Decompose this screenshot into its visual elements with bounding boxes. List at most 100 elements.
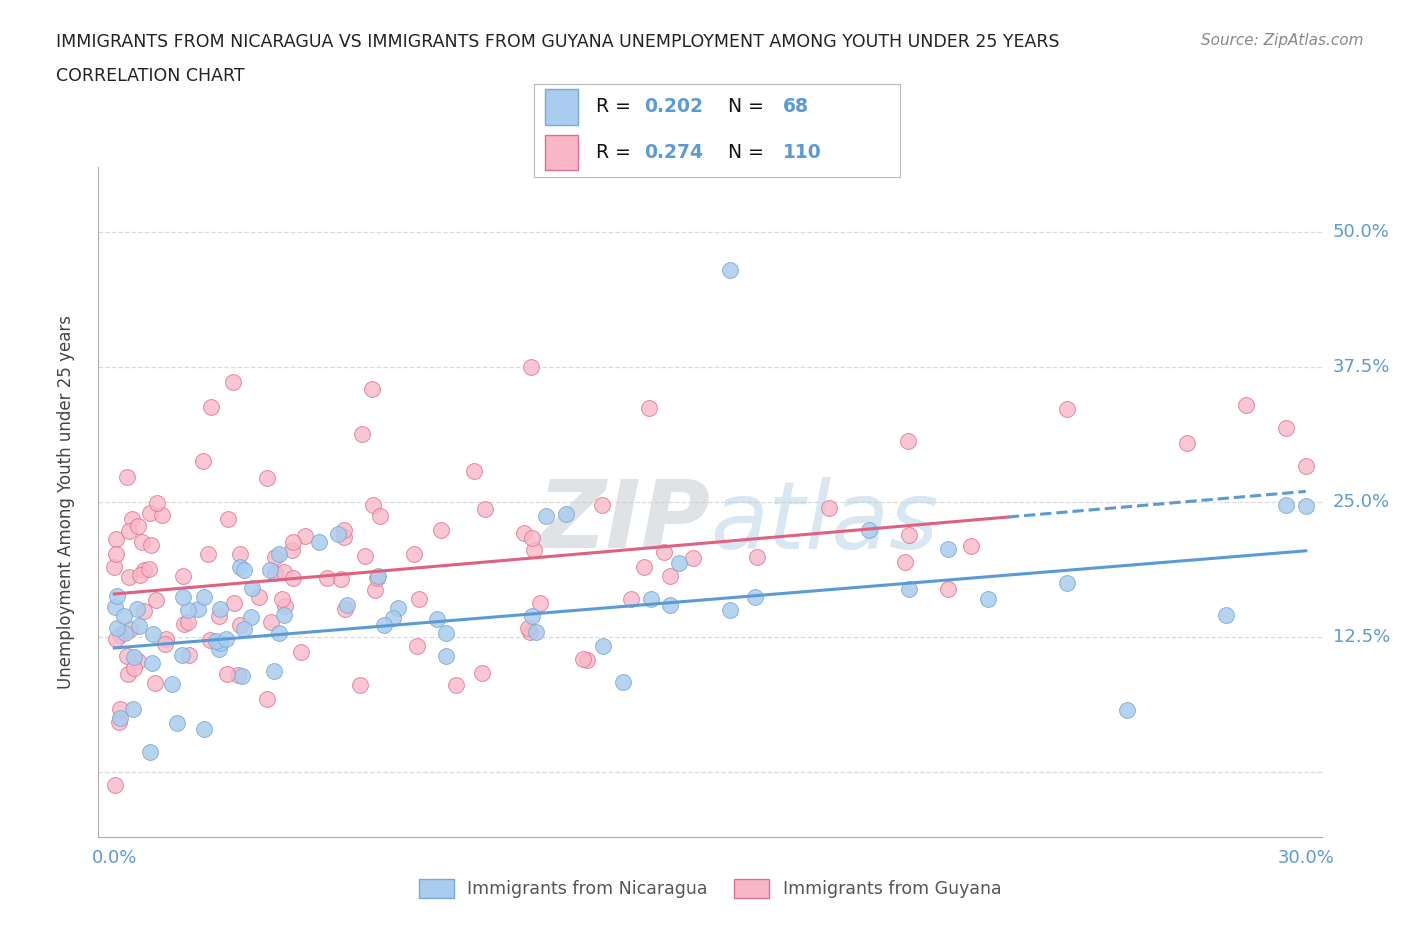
Point [273,565,295,579]
Point [208,602,231,617]
Point [138,562,160,577]
Point [263,664,285,679]
Point [1295,458,1317,473]
Point [105,589,128,604]
Point [637,401,659,416]
Y-axis label: Unemployment Among Youth under 25 years: Unemployment Among Youth under 25 years [56,315,75,689]
Point [524,624,547,639]
Point [659,597,682,612]
Point [112,608,135,623]
Point [328,527,350,542]
Point [172,568,194,583]
Point [1116,703,1139,718]
Point [523,543,546,558]
Point [330,572,353,587]
Point [368,508,391,523]
Point [426,611,449,626]
Point [977,591,1000,606]
Point [1175,435,1198,450]
Point [520,530,543,545]
Text: R =: R = [596,98,637,116]
Legend: Immigrants from Nicaragua, Immigrants from Guyana: Immigrants from Nicaragua, Immigrants fr… [412,872,1008,905]
Point [936,582,959,597]
Point [744,590,766,604]
Point [160,677,183,692]
Point [197,547,219,562]
Point [224,596,246,611]
Point [274,598,297,613]
Point [122,702,145,717]
Point [281,542,304,557]
Point [179,647,201,662]
Point [555,507,578,522]
Text: 25.0%: 25.0% [1333,493,1391,512]
Point [898,527,921,542]
Point [534,509,557,524]
Point [103,559,125,574]
Point [139,505,162,520]
Point [217,666,239,681]
Point [124,649,146,664]
Point [229,547,252,562]
Point [145,592,167,607]
Point [633,559,655,574]
Point [108,711,131,725]
Point [516,620,538,635]
Point [256,692,278,707]
Point [668,556,690,571]
Point [108,628,131,643]
Point [128,618,150,633]
Point [177,603,200,618]
Point [187,601,209,616]
Text: N =: N = [728,98,770,116]
Text: CORRELATION CHART: CORRELATION CHART [56,67,245,85]
Point [576,652,599,667]
Point [232,622,254,637]
Text: 50.0%: 50.0% [1333,223,1389,241]
Point [1234,397,1257,412]
Point [387,601,409,616]
Point [430,523,453,538]
Point [529,596,551,611]
Point [960,538,983,553]
Point [652,545,675,560]
Point [118,622,141,637]
Point [612,674,634,689]
Point [364,582,387,597]
Point [131,535,153,550]
Point [205,633,228,648]
Point [381,611,404,626]
Point [281,535,304,550]
Point [191,454,214,469]
Point [229,559,252,574]
Point [269,626,291,641]
Point [208,608,231,623]
Point [1056,576,1078,591]
Point [620,591,643,606]
Point [471,666,494,681]
Point [893,555,915,570]
Point [108,701,131,716]
Point [897,433,920,448]
Point [259,563,281,578]
Point [150,507,173,522]
Point [858,523,880,538]
Point [105,631,128,646]
Point [104,547,127,562]
Point [1295,498,1317,513]
Point [117,570,139,585]
Point [936,541,959,556]
Point [208,642,231,657]
Point [177,615,200,630]
Point [474,502,496,517]
Point [142,627,165,642]
Point [141,538,163,552]
Point [682,551,704,565]
Point [1275,498,1298,512]
Point [520,360,543,375]
Point [333,523,356,538]
Point [446,677,468,692]
Text: ZIP: ZIP [537,476,710,568]
Point [434,626,457,641]
Point [1275,421,1298,436]
